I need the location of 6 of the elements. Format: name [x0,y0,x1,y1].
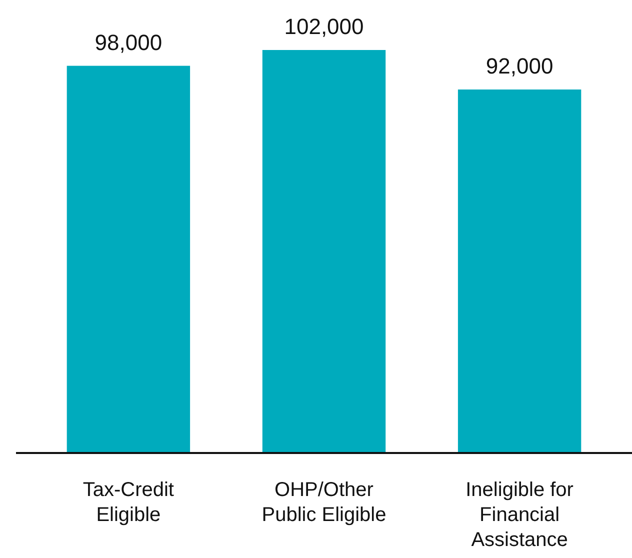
data-label: 92,000 [486,54,554,79]
x-tick-label: OHP/Other Public Eligible [262,479,386,526]
x-tick-label: Ineligible for Financial Assistance [466,479,574,551]
data-label: 98,000 [94,30,162,55]
data-label: 102,000 [284,14,364,39]
x-tick-label: Tax-Credit Eligible [82,479,174,526]
